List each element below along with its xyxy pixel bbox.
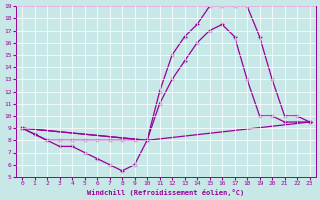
X-axis label: Windchill (Refroidissement éolien,°C): Windchill (Refroidissement éolien,°C): [87, 189, 244, 196]
